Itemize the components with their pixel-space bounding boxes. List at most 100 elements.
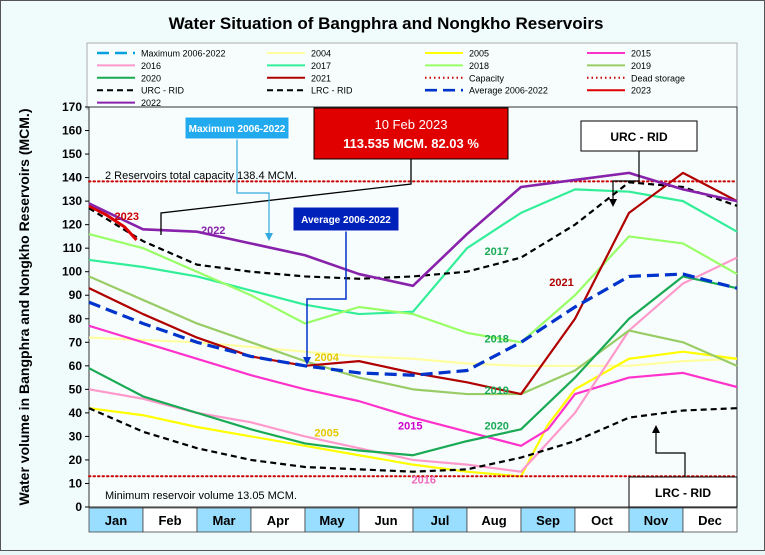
x-tick-label-dec: Dec xyxy=(698,513,722,528)
x-band-sep xyxy=(520,507,576,533)
y-axis: 0 10 20 30 40 50 60 70 80 90 100 110 120 130 140 150 160… xyxy=(62,100,89,514)
series-line-2022 xyxy=(88,171,738,288)
series-line-2018 xyxy=(88,232,738,344)
y-tick-label-0: 0 xyxy=(75,500,82,514)
series-label-2022: 2022 xyxy=(201,225,225,237)
x-tick-label-jan: Jan xyxy=(105,513,127,528)
x-band-oct xyxy=(574,507,630,533)
y-tick-label-80: 80 xyxy=(69,312,83,326)
y-tick-label-170: 170 xyxy=(62,100,82,114)
series-label-2019: 2019 xyxy=(484,385,508,397)
lrc-callout-text: LRC - RID xyxy=(655,486,711,500)
plot-area xyxy=(88,106,738,508)
y-tick-label-100: 100 xyxy=(62,265,82,279)
legend-label-2004: 2004 xyxy=(311,49,331,59)
x-band-aug xyxy=(466,507,522,533)
series-label-2023: 2023 xyxy=(115,211,139,223)
series-line-2017 xyxy=(88,188,738,316)
y-tick-label-70: 70 xyxy=(69,335,83,349)
legend-label-2005: 2005 xyxy=(469,49,489,59)
y-tick-label-20: 20 xyxy=(69,453,83,467)
urc-callout-text: URC - RID xyxy=(610,130,668,144)
avg-callout-connector xyxy=(306,231,347,361)
series-layer xyxy=(88,171,738,478)
legend-label-2021: 2021 xyxy=(311,73,331,83)
current-callout-connector xyxy=(160,159,412,235)
y-tick-label-160: 160 xyxy=(62,124,82,138)
urc-callout-connector xyxy=(612,151,640,203)
x-tick-label-sep: Sep xyxy=(536,513,560,528)
series-line-2019 xyxy=(88,275,738,396)
x-band-feb xyxy=(142,507,198,533)
x-tick-label-oct: Oct xyxy=(591,513,613,528)
series-label-2004: 2004 xyxy=(314,352,339,364)
series-line-lrc-rid xyxy=(88,407,738,473)
series-line-2005 xyxy=(88,350,738,478)
lrc-callout-box xyxy=(628,476,738,508)
y-tick-label-130: 130 xyxy=(62,194,82,208)
y-tick-label-50: 50 xyxy=(69,382,83,396)
series-line-2021 xyxy=(88,171,738,396)
avg-callout-box xyxy=(292,206,400,232)
legend-label-dead-storage: Dead storage xyxy=(631,73,685,83)
series-line-2020 xyxy=(88,275,738,457)
x-tick-label-nov: Nov xyxy=(644,513,669,528)
y-tick-label-150: 150 xyxy=(62,147,82,161)
max-callout-box xyxy=(184,116,290,140)
legend-label-2019: 2019 xyxy=(631,61,651,71)
series-line-average-2006-2022 xyxy=(88,272,738,377)
x-tick-label-feb: Feb xyxy=(158,513,181,528)
current-value-callout xyxy=(313,107,509,160)
series-line-2015 xyxy=(88,324,738,447)
max-callout-connector xyxy=(236,139,270,235)
series-label-2017: 2017 xyxy=(484,246,508,258)
current-date-text: 10 Feb 2023 xyxy=(374,117,447,132)
series-label-2016: 2016 xyxy=(412,474,436,486)
legend: Maximum 2006-2022 2004 2005 2015 2016 2017 201… xyxy=(97,49,685,108)
max-callout-text: Maximum 2006-2022 xyxy=(189,124,286,135)
legend-box xyxy=(86,42,738,110)
x-tick-label-aug: Aug xyxy=(481,513,506,528)
max-callout-arrowhead xyxy=(265,233,273,241)
x-band-dec xyxy=(682,507,738,533)
y-tick-label-90: 90 xyxy=(69,288,83,302)
x-tick-label-jul: Jul xyxy=(431,513,450,528)
avg-callout-text: Average 2006-2022 xyxy=(301,215,391,226)
y-axis-label: Water volume in Bangphra and Nongkho Res… xyxy=(16,109,32,506)
legend-label-maximum-2006-2022: Maximum 2006-2022 xyxy=(141,49,226,59)
x-tick-label-jun: Jun xyxy=(374,513,397,528)
urc-callout-arrowhead xyxy=(609,199,617,207)
legend-label-capacity: Capacity xyxy=(469,73,505,83)
y-tick-label-60: 60 xyxy=(69,359,83,373)
series-label-2005: 2005 xyxy=(314,427,338,439)
legend-label-2015: 2015 xyxy=(631,49,651,59)
y-tick-label-10: 10 xyxy=(69,476,83,490)
series-label-2020: 2020 xyxy=(484,420,508,432)
x-band-jun xyxy=(358,507,414,533)
current-value-text: 113.535 MCM. 82.03 % xyxy=(343,136,479,151)
chart-title: Water Situation of Bangphra and Nongkho … xyxy=(169,14,604,33)
legend-label-2023: 2023 xyxy=(631,86,651,96)
y-tick-label-30: 30 xyxy=(69,429,83,443)
x-tick-label-mar: Mar xyxy=(212,513,235,528)
legend-label-2017: 2017 xyxy=(311,61,331,71)
x-tick-label-may: May xyxy=(319,513,345,528)
series-line-urc-rid xyxy=(88,181,738,280)
y-tick-label-40: 40 xyxy=(69,406,83,420)
urc-callout-box xyxy=(580,120,698,152)
y-tick-label-120: 120 xyxy=(62,218,82,232)
series-labels: 2023 2022 2017 2021 2018 2004 2019 2005 2015 2020… xyxy=(115,211,574,487)
x-band-jul xyxy=(412,507,468,533)
legend-label-urc-rid: URC - RID xyxy=(141,86,184,96)
legend-label-2020: 2020 xyxy=(141,73,161,83)
legend-label-lrc-rid: LRC - RID xyxy=(311,86,353,96)
series-label-2015: 2015 xyxy=(398,420,422,432)
legend-label-2018: 2018 xyxy=(469,61,489,71)
legend-label-2022: 2022 xyxy=(141,98,161,108)
series-label-2018: 2018 xyxy=(484,333,508,345)
lrc-callout-connector xyxy=(655,429,686,477)
series-line-2023 xyxy=(88,204,138,241)
x-band-may xyxy=(304,507,360,533)
